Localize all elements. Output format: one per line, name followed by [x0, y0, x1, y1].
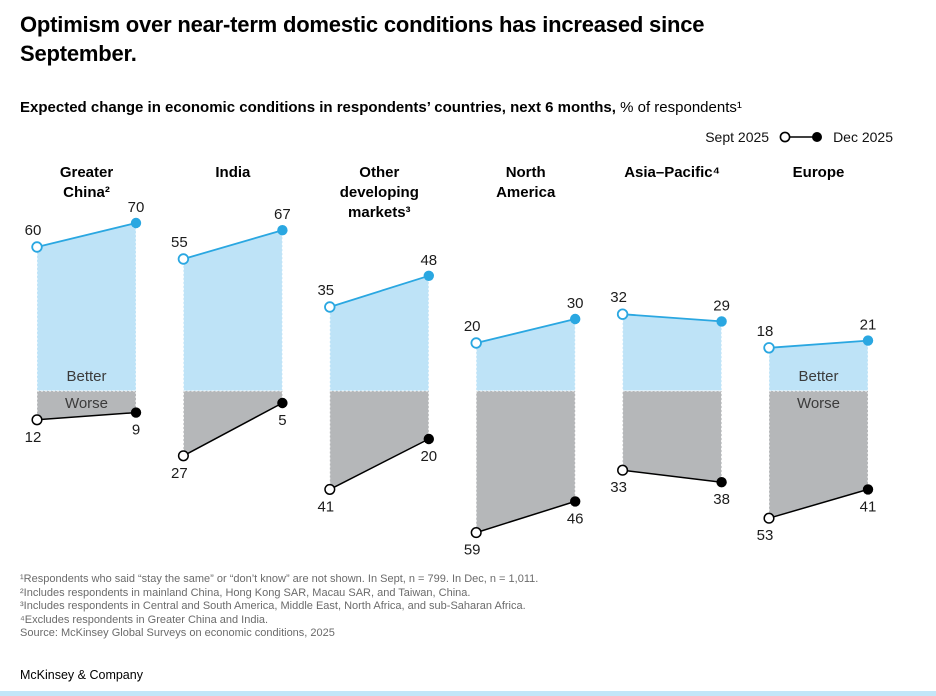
better-sept-dot-other: [324, 301, 336, 313]
worse-slope-line-europe: [768, 488, 869, 519]
better-slope-line-europe: [768, 339, 869, 349]
better-dec-dot-greater: [130, 217, 142, 229]
better-dec-dot-other: [423, 270, 434, 281]
better-dec-dot-north: [570, 313, 581, 325]
worse-area-other: [329, 390, 430, 491]
better-dec-value-india: 67: [274, 206, 291, 223]
worse-dec-dot-asia-pacific-: [716, 477, 727, 488]
worse-sept-value-other: 41: [317, 498, 334, 515]
better-area-other: [329, 275, 430, 392]
worse-sept-dot-india: [177, 450, 189, 462]
worse-area-asia-pacific-: [622, 390, 723, 483]
better-dec-value-europe: 21: [860, 317, 877, 334]
worse-dec-value-europe: 41: [860, 498, 877, 515]
better-dec-value-other: 48: [420, 252, 437, 269]
worse-sept-dot-other: [324, 483, 336, 495]
better-slope-line-india: [183, 229, 283, 260]
legend-filled-circle-icon: [812, 132, 823, 142]
better-sept-value-asia-pacific-: 32: [610, 289, 627, 306]
chart-subtitle-unit: % of respondents¹: [615, 99, 742, 116]
better-dec-dot-europe: [862, 335, 874, 346]
worse-sept-dot-north: [470, 527, 482, 539]
worse-dec-dot-north: [570, 496, 581, 507]
worse-dec-dot-europe: [862, 484, 874, 495]
group-header-europe: Europe: [792, 164, 845, 181]
legend-marker-icon: [779, 131, 823, 143]
better-dec-dot-india: [277, 225, 288, 236]
legend-sept-label: Sept 2025: [705, 129, 770, 145]
worse-sept-dot-greater: [31, 414, 43, 426]
better-area-asia-pacific-: [622, 313, 723, 392]
zone-label-better-europe: Better: [798, 368, 838, 385]
better-sept-dot-greater: [31, 241, 43, 253]
group-header-greater: Greater China²: [59, 164, 114, 201]
better-area-greater: [36, 222, 137, 392]
better-sept-value-europe: 18: [757, 323, 774, 340]
better-dec-value-north: 30: [567, 295, 584, 312]
worse-slope-line-other: [329, 438, 430, 491]
better-sept-value-north: 20: [464, 318, 481, 335]
worse-sept-value-north: 59: [464, 542, 481, 559]
chart-subtitle-bold: Expected change in economic conditions i…: [20, 99, 616, 116]
worse-sept-value-india: 27: [171, 465, 188, 482]
worse-slope-line-greater: [36, 411, 137, 421]
better-slope-line-other: [329, 274, 430, 308]
better-sept-value-greater: 60: [25, 222, 42, 239]
better-sept-dot-north: [470, 337, 482, 349]
better-dec-value-greater: 70: [128, 199, 145, 216]
worse-dec-value-greater: 9: [132, 422, 140, 439]
better-slope-line-asia-pacific-: [622, 313, 722, 323]
group-header-north: North America: [496, 164, 556, 201]
better-dec-value-asia-pacific-: 29: [713, 297, 730, 314]
worse-sept-value-greater: 12: [25, 429, 42, 446]
better-sept-dot-europe: [763, 342, 775, 354]
better-sept-value-other: 35: [317, 282, 334, 299]
better-area-north: [475, 318, 576, 392]
worse-slope-line-india: [183, 402, 283, 457]
legend-open-circle-icon: [779, 131, 791, 143]
footnotes: ¹Respondents who said “stay the same” or…: [20, 573, 539, 639]
mckinsey-brand: McKinsey & Company: [20, 668, 143, 682]
page-title: Optimism over near-term domestic conditi…: [20, 12, 705, 66]
legend-dec-label: Dec 2025: [833, 129, 893, 145]
worse-dec-dot-greater: [130, 407, 142, 418]
better-slope-line-greater: [36, 222, 137, 248]
worse-slope-line-asia-pacific-: [622, 469, 722, 483]
chart-subtitle: Expected change in economic conditions i…: [20, 99, 742, 116]
better-sept-dot-asia-pacific-: [616, 308, 629, 320]
zone-label-worse-europe: Worse: [797, 395, 840, 412]
worse-dec-dot-india: [277, 397, 288, 409]
group-header-asia-pacific-: Asia–Pacific⁴: [624, 164, 720, 181]
group-header-india: India: [215, 164, 251, 181]
worse-sept-dot-asia-pacific-: [617, 464, 629, 476]
worse-dec-dot-other: [423, 433, 434, 445]
worse-area-north: [475, 390, 576, 534]
bottom-accent-bar: [0, 691, 936, 696]
zone-label-worse-greater: Worse: [65, 395, 108, 412]
better-dec-dot-asia-pacific-: [716, 316, 727, 327]
better-slope-line-north: [475, 318, 576, 344]
better-sept-value-india: 55: [171, 234, 188, 251]
worse-slope-line-north: [475, 500, 576, 534]
zone-label-better-greater: Better: [66, 368, 106, 385]
better-sept-dot-india: [177, 253, 190, 265]
worse-sept-dot-europe: [763, 512, 775, 524]
worse-sept-value-asia-pacific-: 33: [610, 479, 627, 496]
worse-dec-value-north: 46: [567, 510, 584, 527]
group-header-other: Other developing markets³: [339, 164, 419, 221]
worse-dec-value-india: 5: [278, 412, 286, 429]
worse-area-india: [182, 390, 283, 457]
worse-dec-value-asia-pacific-: 38: [713, 491, 730, 508]
legend: Sept 2025 Dec 2025: [705, 129, 893, 145]
worse-sept-value-europe: 53: [757, 527, 774, 544]
worse-dec-value-other: 20: [420, 448, 437, 465]
